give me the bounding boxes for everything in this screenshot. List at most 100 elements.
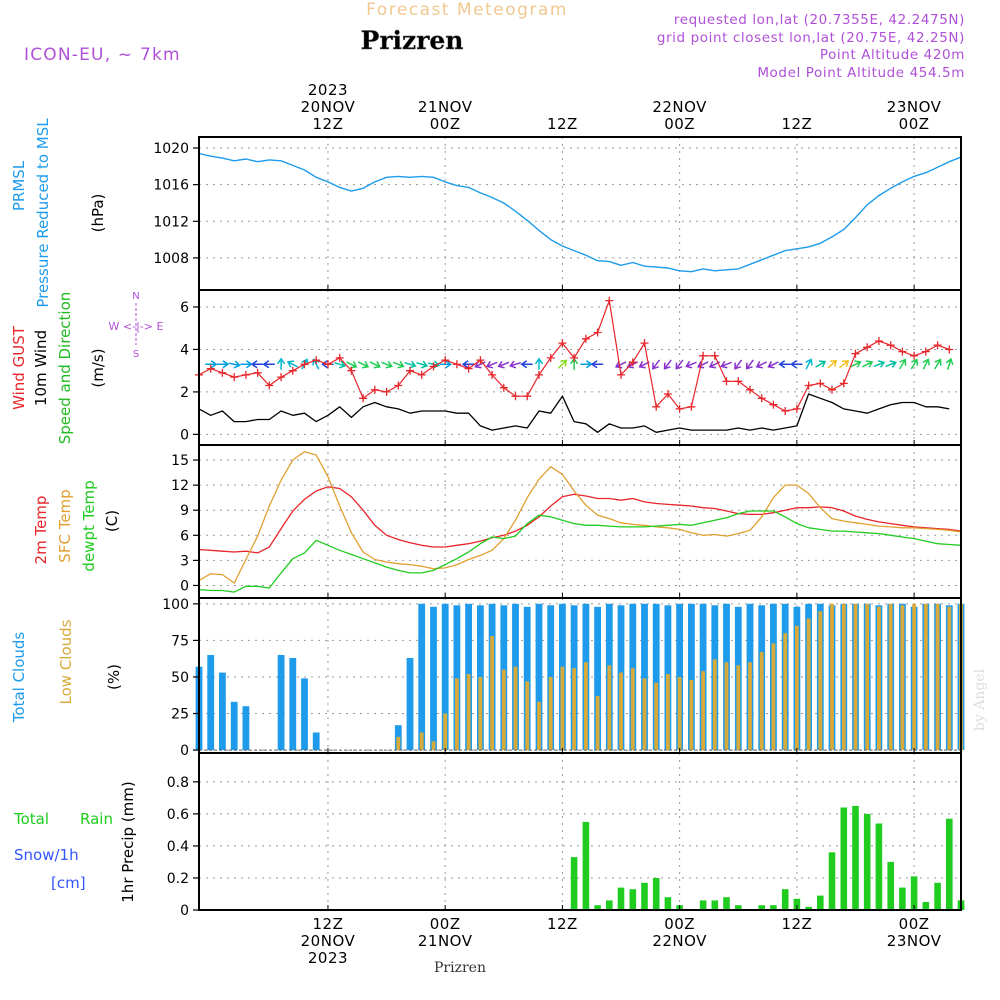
low-cloud-bar [548, 677, 553, 751]
wind-gust-marker [417, 370, 426, 379]
clouds-y-tick-label: 100 [162, 597, 189, 613]
low-cloud-bar [654, 682, 659, 751]
low-cloud-bar [841, 603, 846, 750]
total-cloud-bar [676, 603, 683, 750]
wind-gust-marker [640, 339, 649, 348]
temperature-y-tick-label: 0 [180, 578, 189, 594]
wind-gust-marker [406, 366, 414, 375]
wind-direction-arrow [590, 360, 604, 369]
wind-gust-marker [910, 351, 919, 360]
wind-gust-marker [558, 339, 567, 348]
low-clouds-label: Low Clouds [57, 619, 75, 704]
rain-bar [664, 897, 672, 910]
low-cloud-bar [396, 736, 401, 751]
temperature-y-tick-label: 9 [180, 503, 189, 519]
rain-bar [828, 852, 836, 910]
wind-direction-arrow [827, 359, 838, 369]
rain-bar [840, 807, 848, 910]
rain-bar [735, 905, 742, 910]
wind-10m-label: 10m Wind [32, 330, 50, 406]
wind-direction-arrow [346, 361, 358, 369]
wind-direction-arrow [216, 360, 230, 369]
low-cloud-bar [818, 611, 823, 751]
temperature-y-tick-label: 6 [180, 528, 189, 544]
compass-west-east: W <-|-> E [109, 320, 164, 333]
wind-direction-arrow [416, 360, 429, 369]
wind-direction-arrow [369, 361, 381, 369]
wind-direction-arrow [873, 360, 886, 368]
wind-gust-marker [663, 390, 672, 398]
temp-sfc-label: SFC Temp [56, 489, 74, 562]
wind-y-tick-label: 6 [180, 300, 189, 316]
low-cloud-bar [584, 662, 588, 750]
rain-bar [652, 878, 660, 910]
pressure-panel-frame [198, 136, 962, 291]
low-cloud-bar [900, 605, 905, 751]
time-label-bottom: 00Z [430, 915, 461, 933]
pressure-line [198, 152, 962, 273]
rain-bar [793, 898, 801, 910]
wind-direction-arrow [334, 360, 347, 369]
wind-gust-marker [781, 407, 790, 415]
wind-gust-marker [230, 373, 239, 382]
wind-direction-arrow [910, 358, 919, 370]
wind-speed-line [198, 393, 950, 433]
low-cloud-bar [572, 668, 576, 751]
rain-bar [629, 889, 637, 910]
rain-bar [805, 906, 812, 910]
rain-bar [863, 813, 871, 910]
low-cloud-bar [466, 674, 471, 750]
axis-labels: 1008101210161020024603691215025507510000… [153, 81, 941, 967]
precip-snow-unit: [cm] [51, 874, 86, 892]
total-cloud-bar [219, 672, 226, 751]
wind-gust-marker [851, 349, 860, 358]
time-label-top: 00Z [664, 115, 695, 133]
clouds-y-tick-label: 0 [180, 743, 189, 759]
wind-direction-arrow [250, 360, 264, 369]
wind-direction-arrow [767, 361, 779, 369]
wind-y-tick-label: 0 [180, 427, 189, 443]
chart-title: Prizren [361, 26, 464, 55]
wind-gust-marker [429, 362, 438, 371]
wind-direction-arrow [934, 358, 942, 370]
time-label-bottom: 21NOV [418, 932, 473, 950]
wind-gust-marker [734, 377, 743, 386]
rain-bar [641, 882, 648, 910]
total-cloud-bar [312, 732, 320, 750]
time-label-top: 23NOV [887, 98, 942, 116]
clouds-unit: (%) [105, 664, 123, 690]
wind-gust-marker [699, 351, 708, 360]
total-cloud-bar [688, 603, 695, 750]
time-label-bottom: 2023 [308, 949, 348, 967]
rain-bar [875, 823, 883, 910]
wind-gust-marker [921, 347, 930, 356]
wind-gust-marker [722, 377, 731, 386]
low-cloud-bar [888, 603, 893, 750]
total-cloud-bar [207, 655, 215, 750]
rain-bar [570, 857, 578, 910]
low-cloud-bar [830, 603, 834, 750]
time-label-top: 00Z [430, 115, 461, 133]
time-label-top: 22NOV [652, 98, 707, 116]
wind-gust-marker [300, 360, 309, 369]
time-label-top: 12Z [547, 115, 578, 133]
temp-dewpt-line [198, 510, 962, 593]
wind-direction-arrow [861, 360, 874, 368]
rain-bar [711, 900, 719, 910]
temp-dewpt-label: dewpt Temp [80, 480, 98, 571]
wind-direction-arrow [286, 360, 299, 368]
rain-bar [899, 887, 906, 910]
pressure-y-tick-label: 1016 [153, 178, 189, 194]
wind-direction-arrow [614, 361, 627, 369]
low-cloud-bar [490, 636, 494, 751]
low-cloud-bar [771, 643, 776, 750]
wind-direction-arrow [485, 360, 498, 369]
wind-gust-marker [382, 387, 391, 396]
wind-direction-arrow [652, 359, 661, 370]
total-cloud-bar [535, 603, 543, 750]
rain-bar [594, 905, 601, 910]
total-cloud-bar [594, 606, 601, 751]
wind-direction-arrow [839, 360, 850, 369]
low-cloud-bar [806, 618, 811, 751]
